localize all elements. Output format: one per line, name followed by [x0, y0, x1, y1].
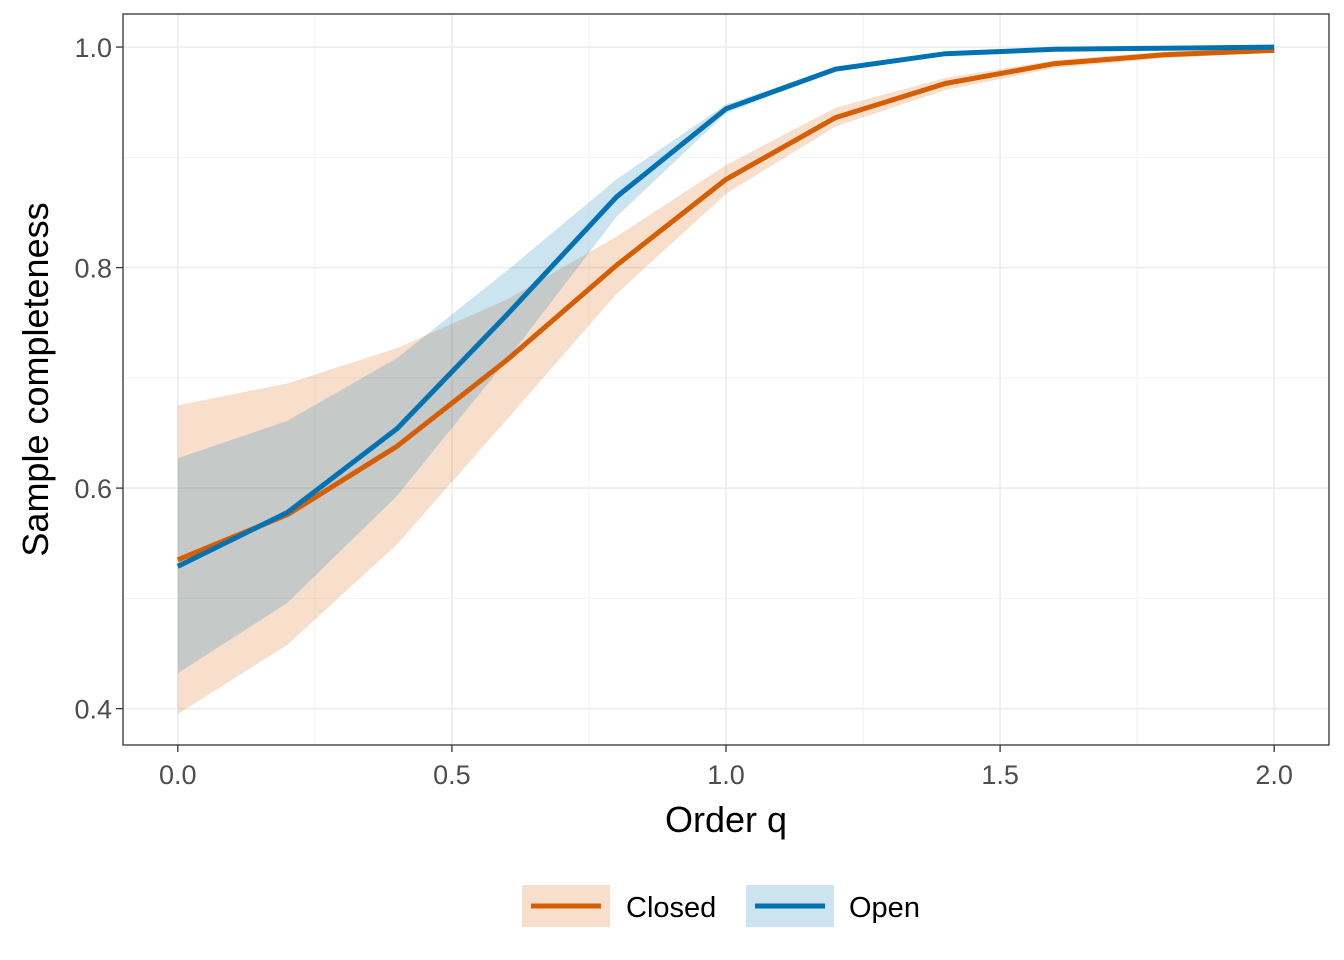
- x-tick-label: 2.0: [1255, 760, 1293, 790]
- axis-ticks: 0.0 0.5 1.0 1.5 2.0 0.4 0.6 0.8 1.0: [74, 33, 1293, 790]
- legend-item-open: Open: [746, 885, 920, 927]
- y-tick-label: 0.6: [74, 474, 112, 504]
- y-tick-label: 0.8: [74, 254, 112, 284]
- legend-label: Closed: [626, 892, 716, 924]
- legend-label: Open: [849, 892, 920, 924]
- legend: Closed Open: [522, 885, 920, 927]
- series-line-open: [176, 44, 1275, 569]
- legend-item-closed: Closed: [522, 885, 716, 927]
- x-tick-label: 0.5: [433, 760, 471, 790]
- grid: [123, 14, 1329, 745]
- series-line-closed: [176, 47, 1275, 563]
- y-tick-label: 0.4: [74, 695, 112, 725]
- x-axis-title: Order q: [665, 799, 787, 840]
- ribbon-open: [177, 47, 1275, 674]
- series-lines: [176, 44, 1275, 569]
- x-tick-label: 1.5: [981, 760, 1019, 790]
- x-tick-label: 0.0: [159, 760, 197, 790]
- y-axis-title: Sample completeness: [15, 202, 56, 556]
- y-tick-label: 1.0: [74, 33, 112, 63]
- x-tick-label: 1.0: [707, 760, 745, 790]
